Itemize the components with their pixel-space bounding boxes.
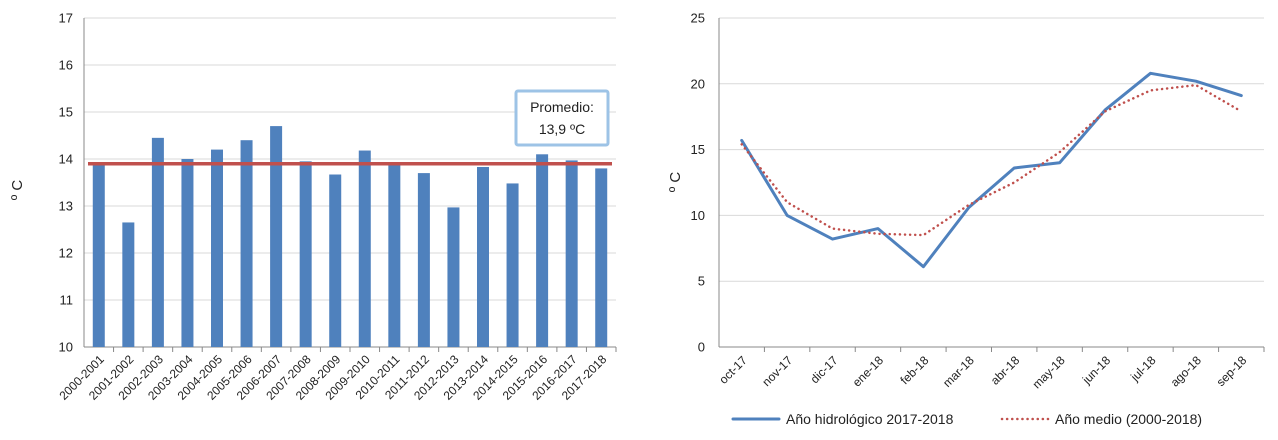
legend-label: Año medio (2000-2018) (1055, 411, 1202, 427)
x-tick-label: jul-18 (1127, 353, 1159, 385)
bar (299, 161, 312, 347)
y-tick-label: 10 (691, 208, 705, 223)
bar (388, 163, 401, 347)
y-tick-label: 0 (698, 340, 705, 355)
y-tick-label: 12 (59, 246, 73, 261)
y-tick-label: 13 (59, 199, 73, 214)
y-tick-label: 11 (60, 293, 74, 308)
bar (92, 163, 105, 347)
series-line-average (740, 83, 1243, 237)
x-tick-label: jun-18 (1079, 353, 1113, 387)
bar (447, 207, 460, 347)
bar (477, 166, 489, 347)
y-tick-label: 10 (59, 340, 73, 355)
bar (595, 168, 608, 347)
y-tick-label: 20 (691, 76, 705, 91)
annotation-box (514, 89, 610, 147)
y-axis-title: º C (9, 180, 26, 201)
y-tick-label: 15 (59, 105, 73, 120)
bar (506, 183, 519, 347)
bar (417, 173, 430, 347)
bar (329, 174, 342, 347)
x-tick-label: mar-18 (940, 353, 977, 390)
y-tick-label: 14 (59, 152, 73, 167)
bar (122, 222, 135, 347)
x-tick-label: sep-18 (1214, 353, 1250, 389)
x-tick-label: dic-17 (808, 353, 841, 386)
x-tick-label: feb-18 (898, 353, 932, 387)
y-axis-title: º C (667, 172, 684, 193)
y-tick-label: 15 (691, 142, 705, 157)
annotation-line1: Promedio: (530, 99, 594, 115)
y-tick-label: 17 (59, 11, 73, 26)
bar-chart-annual-temperature: 10111213141516172000-20012001-20022002-2… (9, 11, 617, 403)
series-line-current (740, 71, 1243, 269)
y-tick-label: 16 (59, 58, 73, 73)
x-tick-label: abr-18 (988, 353, 1023, 388)
y-tick-label: 5 (698, 274, 705, 289)
x-tick-label: may-18 (1030, 353, 1068, 391)
x-tick-label: oct-17 (716, 353, 750, 387)
bar (270, 126, 283, 347)
line-chart-monthly-temperature: 0 5 10 15 20 25 oct-17 nov-17 dic-17 ene-18 feb-18… (667, 11, 1265, 427)
bar (181, 159, 194, 347)
bar (240, 140, 253, 347)
bar (211, 149, 223, 347)
y-tick-label: 25 (691, 11, 705, 26)
bar (151, 137, 164, 347)
annotation-line2: 13,9 ºC (539, 121, 585, 137)
x-tick-label: ene-18 (850, 353, 887, 390)
legend-label: Año hidrológico 2017-2018 (786, 411, 954, 427)
bar (358, 150, 371, 347)
bar (536, 154, 549, 347)
x-tick-label: ago-18 (1168, 353, 1205, 390)
x-tick-label: nov-17 (759, 353, 795, 389)
bar (565, 160, 578, 347)
